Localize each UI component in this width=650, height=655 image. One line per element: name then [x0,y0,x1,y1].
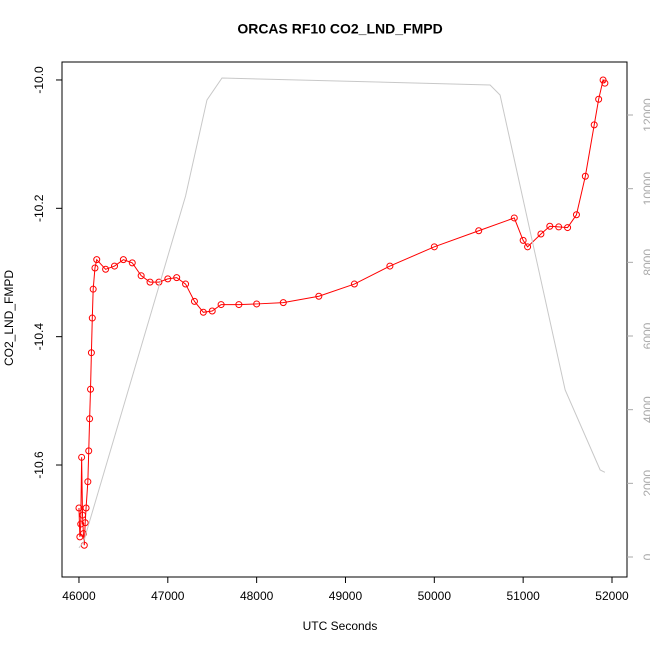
data-point [235,301,243,309]
data-point [87,349,95,357]
data-point [595,95,603,103]
data-point [386,262,394,270]
x-tick-label: 48000 [240,589,274,603]
data-point [164,275,172,283]
data-point [79,511,87,519]
data-point [350,280,358,288]
data-point [173,274,181,282]
data-point [77,520,85,528]
data-point [111,262,119,270]
data-point [279,299,287,307]
data-point [590,121,598,129]
data-point [253,300,261,308]
data-point [89,285,97,293]
data-point [315,292,323,300]
y-tick-label: -10.6 [32,451,46,479]
y2-tick-label: 4000 [641,396,650,423]
data-point [190,297,198,305]
y-tick-label: -10.0 [32,66,46,94]
data-point [475,227,483,235]
data-point [524,243,532,251]
data-point [546,222,554,230]
data-point [208,307,216,315]
x-tick-label: 50000 [418,589,452,603]
y2-tick-label: 0 [641,553,650,560]
plot-box [61,61,628,578]
data-point [146,278,154,286]
data-point [86,415,94,423]
chart-title: ORCAS RF10 CO2_LND_FMPD [237,21,442,37]
data-point [537,230,545,238]
data-point [85,447,93,455]
data-point [182,280,190,288]
y2-tick-label: 6000 [641,322,650,349]
series-line [78,78,606,546]
data-point [572,211,580,219]
data-point [137,272,145,280]
data-point [81,519,89,527]
data-point [601,79,609,87]
x-axis-label: UTC Seconds [303,619,378,633]
data-point [93,256,101,264]
y2-tick-label: 8000 [641,249,650,276]
x-tick-label: 47000 [151,589,185,603]
data-point [87,385,95,393]
y2-tick-label: 12000 [641,98,650,132]
x-tick-label: 51000 [506,589,540,603]
data-point [564,224,572,232]
data-point [84,478,92,486]
y2-tick-label: 10000 [641,172,650,206]
y2-tick-label: 2000 [641,470,650,497]
data-point [581,172,589,180]
data-point [510,214,518,222]
data-point [430,243,438,251]
x-tick-label: 46000 [62,589,96,603]
y-tick-label: -10.2 [32,194,46,222]
y-tick-label: -10.4 [32,323,46,351]
data-point [199,308,207,316]
data-point [102,265,110,273]
x-tick-label: 52000 [595,589,629,603]
data-point [119,256,127,264]
series-line [78,77,606,549]
data-point [555,223,563,231]
data-point [217,301,225,309]
data-point [82,504,90,512]
y-axis-label: CO2_LND_FMPD [2,270,16,366]
data-point [78,453,86,461]
x-tick-label: 49000 [329,589,363,603]
data-point [91,264,99,272]
data-point [519,236,527,244]
data-point [75,504,83,512]
data-point [88,314,96,322]
data-point [128,259,136,267]
